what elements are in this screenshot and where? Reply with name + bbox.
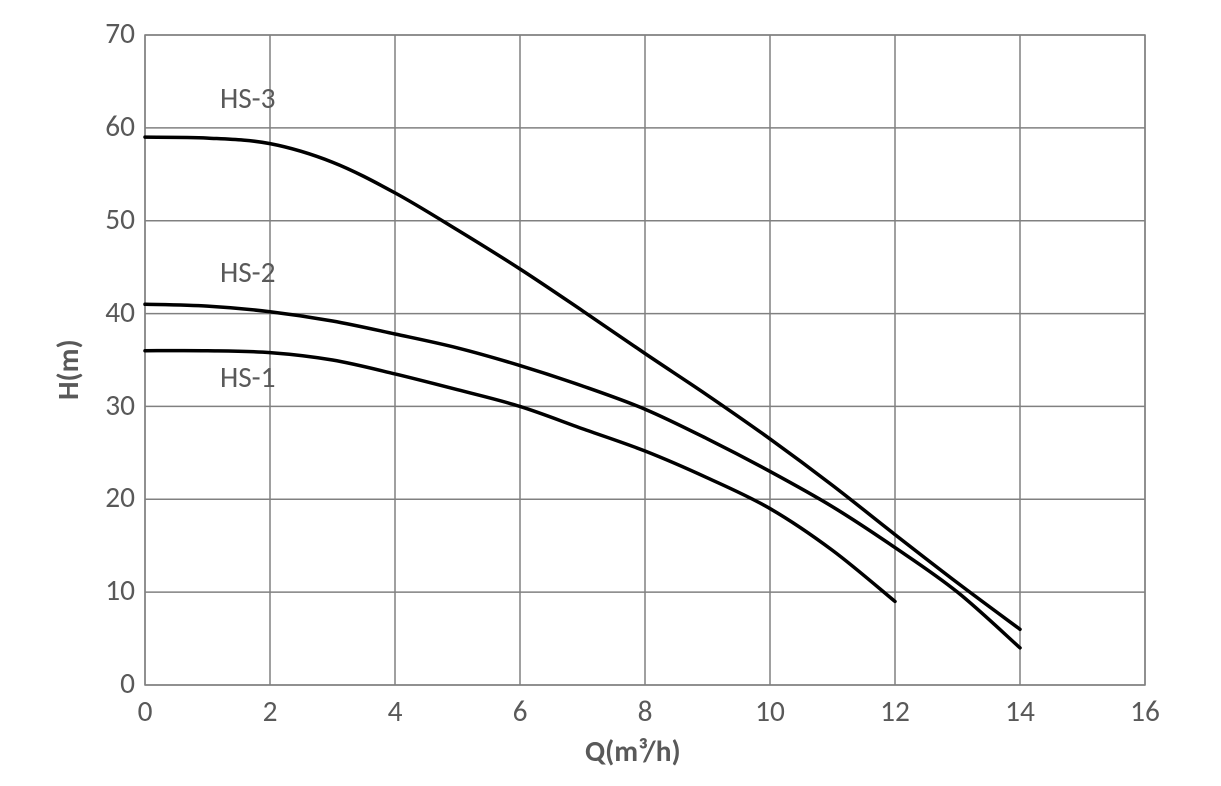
series-label-hs-3: HS-3 [220,80,275,116]
y-tick-label: 0 [90,665,135,701]
y-tick-label: 20 [90,479,135,515]
x-tick-label: 10 [750,693,790,729]
y-tick-label: 10 [90,572,135,608]
y-tick-label: 40 [90,294,135,330]
x-axis-label: Q(m³/h) [585,733,681,769]
x-tick-label: 6 [500,693,540,729]
y-tick-label: 50 [90,201,135,237]
series-label-hs-2: HS-2 [220,254,275,290]
x-tick-label: 2 [250,693,290,729]
y-axis-label: H(m) [50,339,86,400]
x-tick-label: 8 [625,693,665,729]
x-tick-label: 12 [875,693,915,729]
chart-svg [0,0,1221,786]
pump-curve-chart: H(m) Q(m³/h) 024681012141601020304050607… [0,0,1221,786]
y-tick-label: 30 [90,387,135,423]
y-tick-label: 60 [90,108,135,144]
x-tick-label: 4 [375,693,415,729]
x-tick-label: 14 [1000,693,1040,729]
x-tick-label: 16 [1125,693,1165,729]
y-tick-label: 70 [90,15,135,51]
series-label-hs-1: HS-1 [220,359,275,395]
